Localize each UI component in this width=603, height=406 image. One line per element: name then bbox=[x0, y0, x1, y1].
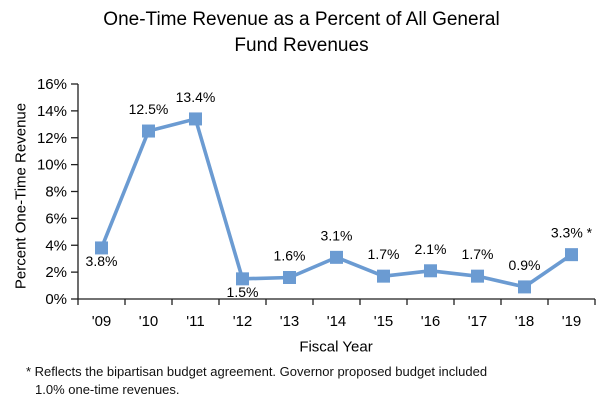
data-point-label: 1.6% bbox=[274, 248, 306, 264]
data-point-marker bbox=[95, 241, 108, 255]
x-axis-tick-label: '11 bbox=[186, 313, 204, 330]
y-axis-tick-label: 12% bbox=[37, 130, 67, 147]
y-axis-title: Percent One-Time Revenue bbox=[12, 102, 30, 290]
y-axis-tick-label: 8% bbox=[45, 184, 67, 201]
data-point-label: 2.1% bbox=[415, 241, 447, 257]
x-axis-tick-label: '09 bbox=[92, 313, 112, 330]
data-point-label: 3.3% * bbox=[551, 225, 593, 241]
data-point-marker bbox=[142, 124, 155, 138]
footnote-line1: * Reflects the bipartisan budget agreeme… bbox=[26, 364, 488, 379]
data-point-label: 13.4% bbox=[176, 89, 216, 105]
x-axis-tick-label: '13 bbox=[280, 313, 300, 330]
data-point-label: 1.7% bbox=[368, 246, 400, 262]
data-point-marker bbox=[518, 280, 531, 294]
data-point-label: 12.5% bbox=[129, 101, 169, 117]
x-axis-tick-label: '16 bbox=[421, 313, 441, 330]
footnote: * Reflects the bipartisan budget agreeme… bbox=[26, 363, 487, 399]
data-point-label: 1.7% bbox=[462, 246, 494, 262]
x-axis-tick-label: '15 bbox=[374, 313, 394, 330]
x-axis-tick-label: '10 bbox=[139, 313, 159, 330]
y-axis-tick-label: 14% bbox=[37, 103, 67, 120]
y-axis-tick-label: 0% bbox=[45, 291, 67, 308]
x-axis-tick-label: '17 bbox=[468, 313, 488, 330]
data-point-marker bbox=[424, 264, 437, 278]
data-point-marker bbox=[471, 269, 484, 283]
footnote-line2: 1.0% one-time revenues. bbox=[35, 382, 180, 397]
chart-title: One-Time Revenue as a Percent of All Gen… bbox=[0, 7, 603, 59]
chart-title-line2: Fund Revenues bbox=[234, 35, 369, 56]
y-axis-tick-label: 2% bbox=[45, 264, 67, 281]
y-axis-tick-label: 16% bbox=[37, 76, 67, 93]
y-axis-tick-label: 4% bbox=[45, 237, 67, 254]
data-point-marker bbox=[565, 248, 578, 262]
data-point-marker bbox=[377, 269, 390, 283]
data-point-label: 0.9% bbox=[509, 257, 541, 273]
x-axis-tick-label: '18 bbox=[515, 313, 535, 330]
y-axis-tick-label: 6% bbox=[45, 210, 67, 227]
y-axis-tick-label: 10% bbox=[37, 157, 67, 174]
data-point-label: 1.5% bbox=[227, 284, 259, 300]
data-point-marker bbox=[236, 272, 249, 286]
data-point-marker bbox=[189, 112, 202, 126]
data-point-marker bbox=[330, 250, 343, 264]
chart-title-line1: One-Time Revenue as a Percent of All Gen… bbox=[103, 9, 500, 30]
data-point-label: 3.1% bbox=[321, 227, 353, 243]
data-point-label: 3.8% bbox=[86, 253, 118, 269]
x-axis-title: Fiscal Year bbox=[299, 338, 373, 356]
x-axis-tick-label: '19 bbox=[562, 313, 582, 330]
x-axis-tick-label: '12 bbox=[233, 313, 253, 330]
data-point-marker bbox=[283, 271, 296, 284]
x-axis-tick-label: '14 bbox=[327, 313, 347, 330]
